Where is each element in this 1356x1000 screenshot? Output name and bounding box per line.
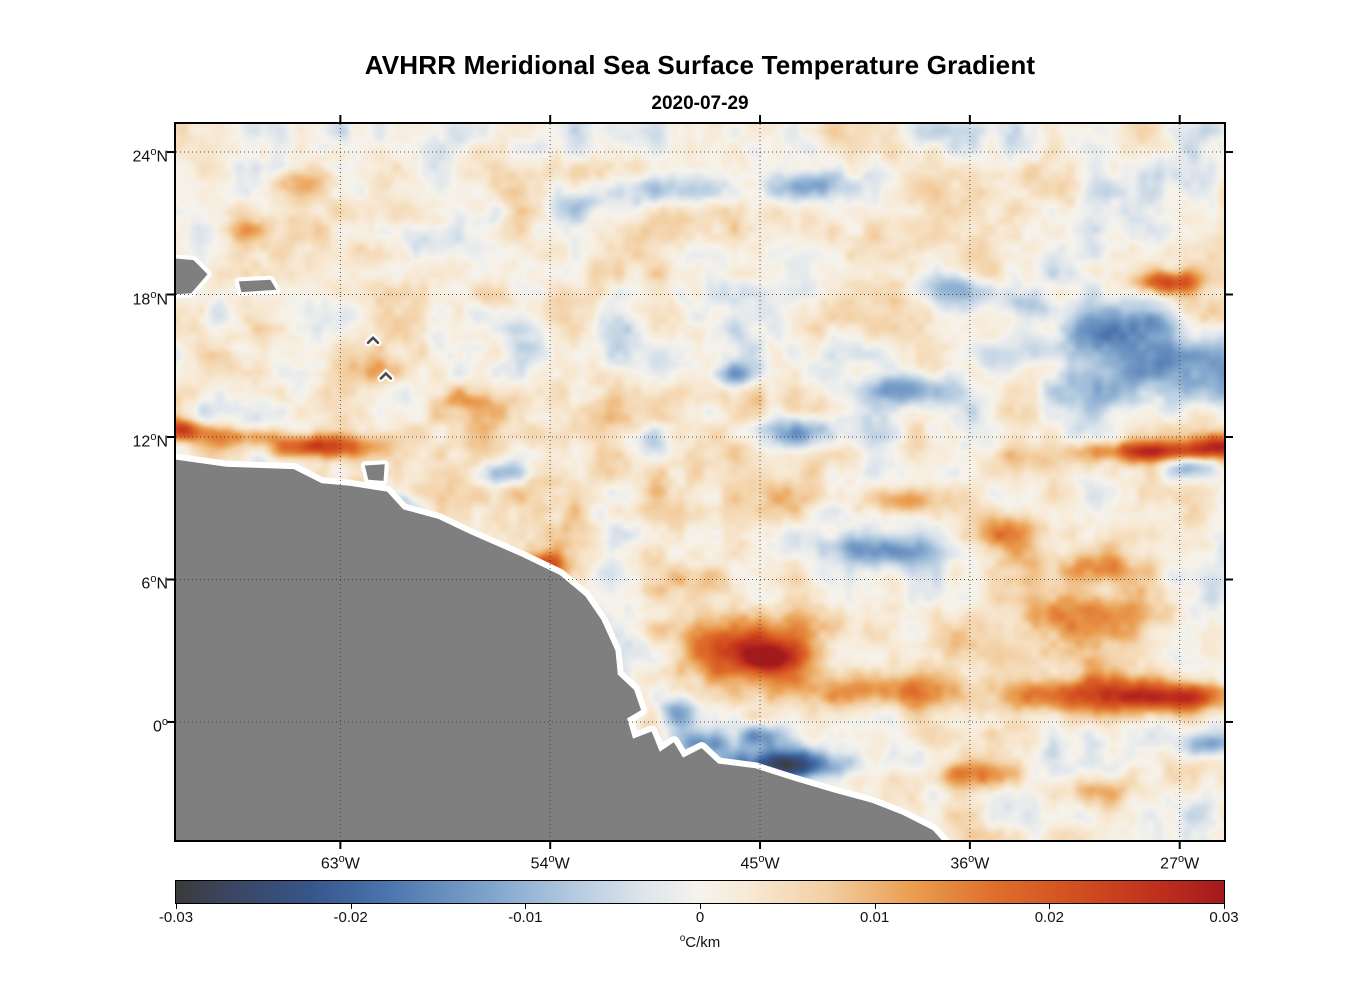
x-tick-label: 63oW: [290, 849, 390, 874]
map-frame: [167, 115, 1233, 849]
tick-direction: N: [156, 433, 168, 451]
x-tick-label: 54oW: [500, 849, 600, 874]
degree-symbol: o: [548, 853, 555, 865]
colorbar: [175, 880, 1225, 904]
degree-symbol: o: [150, 288, 157, 301]
colorbar-unit-text: C/km: [685, 934, 721, 951]
colorbar-tick-label: -0.01: [508, 909, 543, 926]
tick-direction: N: [156, 290, 168, 308]
tick-number: 45: [740, 855, 759, 873]
tick-number: 36: [950, 855, 969, 873]
tick-direction: W: [764, 855, 780, 873]
tick-direction: N: [156, 148, 168, 166]
colorbar-tick: [1224, 904, 1225, 909]
tick-direction: W: [974, 855, 990, 873]
degree-symbol: o: [161, 715, 168, 728]
tick-number: 12: [132, 433, 151, 451]
degree-symbol: o: [150, 146, 157, 159]
colorbar-tick-label: 0.02: [1034, 909, 1064, 926]
y-tick-label: 12oN: [58, 427, 168, 452]
colorbar-unit-label: oC/km: [600, 933, 800, 951]
colorbar-tick-label: -0.03: [158, 909, 194, 926]
land-layer: [176, 254, 950, 840]
degree-symbol: o: [679, 933, 686, 944]
degree-symbol: o: [1177, 853, 1185, 865]
tick-direction: W: [1184, 855, 1200, 873]
tick-number: 54: [530, 855, 549, 873]
colorbar-tick-label: 0: [695, 909, 705, 926]
y-tick-label: 0o: [58, 712, 168, 737]
degree-symbol: o: [758, 853, 765, 865]
colorbar-tick-label: 0.01: [860, 909, 890, 926]
islet-mark: [366, 336, 380, 345]
tick-number: 0: [152, 718, 162, 736]
land-polygon: [364, 464, 385, 481]
x-tick-label: 36oW: [920, 849, 1020, 874]
tick-direction: W: [554, 855, 570, 873]
land-polygon: [176, 258, 208, 295]
axis-ticks: [167, 115, 1233, 849]
colorbar-gradient: [176, 881, 1224, 903]
colorbar-tick: [700, 904, 701, 909]
tick-direction: W: [344, 855, 360, 873]
tick-number: 6: [141, 575, 151, 593]
gridlines: [176, 124, 1224, 840]
degree-symbol: o: [968, 853, 975, 865]
colorbar-tick-label: -0.02: [333, 909, 368, 926]
x-tick-label: 27oW: [1130, 849, 1230, 874]
degree-symbol: o: [150, 430, 157, 443]
islet-mark: [379, 371, 393, 380]
land-polygon: [238, 279, 277, 293]
colorbar-tick: [874, 904, 876, 909]
tick-direction: N: [156, 575, 168, 593]
plot-subtitle: 2020-07-29: [651, 93, 749, 114]
colorbar-tick: [1049, 904, 1051, 909]
colorbar-tick: [525, 904, 527, 909]
colorbar-tick: [176, 904, 177, 909]
map-overlay: [167, 115, 1233, 849]
land-polygon: [176, 459, 942, 840]
x-tick-label: 45oW: [710, 849, 810, 874]
colorbar-tick: [350, 904, 352, 909]
tick-number: 24: [132, 148, 151, 166]
y-tick-label: 6oN: [58, 569, 168, 594]
y-tick-label: 24oN: [58, 142, 168, 167]
tick-number: 63: [320, 855, 339, 873]
colorbar-tick-label: 0.03: [1209, 909, 1239, 926]
plot-title: AVHRR Meridional Sea Surface Temperature…: [364, 50, 1036, 80]
degree-symbol: o: [150, 573, 157, 586]
tick-number: 18: [132, 290, 151, 308]
degree-symbol: o: [338, 853, 345, 865]
y-tick-label: 18oN: [58, 285, 168, 310]
tick-number: 27: [1160, 855, 1178, 873]
